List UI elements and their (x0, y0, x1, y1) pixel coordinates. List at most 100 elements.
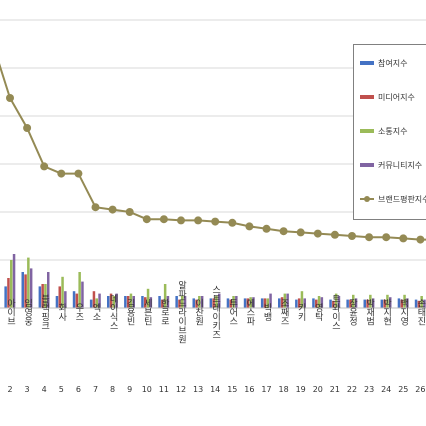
bar (269, 293, 272, 308)
bar (24, 274, 27, 308)
x-rank-label: 19 (296, 385, 306, 394)
x-tick-label: 화사 (56, 303, 66, 322)
bar (354, 298, 358, 308)
x-rank-label: 18 (279, 385, 289, 394)
bar (89, 299, 93, 308)
line-point (245, 222, 254, 231)
x-rank-label: 26 (415, 385, 425, 394)
bar (215, 296, 218, 308)
bar (92, 291, 96, 308)
x-rank-label: 20 (313, 385, 323, 394)
x-tick-label: 박재범 (364, 298, 374, 325)
x-tick-label: 트와이스 (330, 294, 340, 330)
bar (246, 298, 250, 308)
bar (346, 299, 349, 308)
bar (286, 293, 289, 308)
x-rank-label: 22 (347, 385, 357, 394)
x-rank-label: 16 (244, 385, 254, 394)
bar (212, 298, 215, 308)
x-tick-label: 우즈 (73, 303, 83, 321)
bar (295, 299, 298, 308)
legend-label-media: 미디어지수 (378, 92, 415, 102)
legend-swatch-community (360, 163, 374, 167)
legend-label-communication: 소통지수 (378, 126, 408, 136)
x-tick-label: 에스파 (244, 298, 254, 326)
bar (266, 298, 269, 308)
bar (132, 296, 135, 308)
bar (58, 286, 61, 308)
legend-item-media: 미디어지수 (360, 91, 415, 103)
line-point (228, 218, 237, 227)
x-rank-label: 17 (261, 385, 271, 394)
bar (406, 298, 409, 308)
x-rank-label: 25 (398, 385, 408, 394)
bar (158, 296, 161, 308)
line-point (23, 124, 32, 132)
bar (366, 299, 369, 308)
bar (280, 297, 284, 308)
x-tick-label: 장윤정 (347, 298, 357, 325)
bar (183, 296, 187, 308)
x-rank-label: 10 (142, 385, 152, 394)
x-tick-label: 한로로 (159, 298, 169, 325)
line-point (40, 162, 49, 171)
gridlines (0, 19, 426, 309)
line-point (142, 215, 151, 224)
legend: 참여지수 미디어지수 소통지수 커뮤니티지수 브랜드평판지수 (353, 44, 426, 220)
bar (27, 257, 30, 308)
x-tick-label: 이찬원 (193, 298, 203, 325)
bar (260, 298, 264, 308)
x-rank-label: 7 (93, 385, 98, 394)
x-rank-label: 9 (127, 385, 132, 394)
x-tick-label: 투어스 (227, 298, 237, 325)
line-point (296, 228, 305, 237)
bar (297, 298, 301, 308)
bar (126, 296, 130, 308)
bar (72, 291, 76, 308)
bar (243, 298, 247, 308)
bar (98, 293, 101, 308)
line-point (194, 216, 203, 225)
x-tick-label: 손태진 (415, 298, 425, 325)
line-point (262, 224, 271, 233)
bar (417, 300, 421, 308)
bar (75, 293, 79, 308)
line-point (365, 233, 374, 242)
bar (64, 291, 67, 308)
x-rank-label: 2 (7, 385, 12, 394)
bar (195, 299, 198, 308)
bar (181, 296, 184, 308)
bar (7, 278, 10, 308)
bar (81, 281, 84, 308)
bar (44, 284, 47, 308)
x-rank-label: 12 (176, 385, 186, 394)
bar (4, 286, 7, 308)
line-point (57, 169, 66, 178)
bar (192, 298, 195, 308)
bar (315, 299, 318, 308)
bar (146, 288, 150, 308)
x-rank-label: 4 (42, 385, 47, 394)
x-tick-label: 임영웅 (22, 297, 32, 325)
line-point (74, 169, 83, 178)
bar (320, 297, 324, 308)
legend-item-community: 커뮤니티지수 (360, 159, 422, 171)
bar (283, 293, 287, 308)
line-point (348, 232, 356, 240)
line-point (159, 215, 168, 224)
bar (166, 296, 170, 308)
line-series-group (0, 63, 426, 309)
x-tick-label: 블랙핑크 (39, 294, 49, 330)
bar (329, 299, 332, 308)
bar (263, 298, 267, 308)
x-rank-label: 3 (25, 385, 30, 394)
x-tick-label: 아이브 (5, 298, 15, 325)
line-point (108, 205, 117, 214)
x-tick-label: 영탁 (313, 303, 323, 322)
x-rank-label: 5 (59, 385, 64, 394)
x-rank-label: 13 (193, 385, 203, 394)
bar (107, 296, 110, 308)
bar (141, 296, 144, 308)
bar (352, 294, 355, 308)
